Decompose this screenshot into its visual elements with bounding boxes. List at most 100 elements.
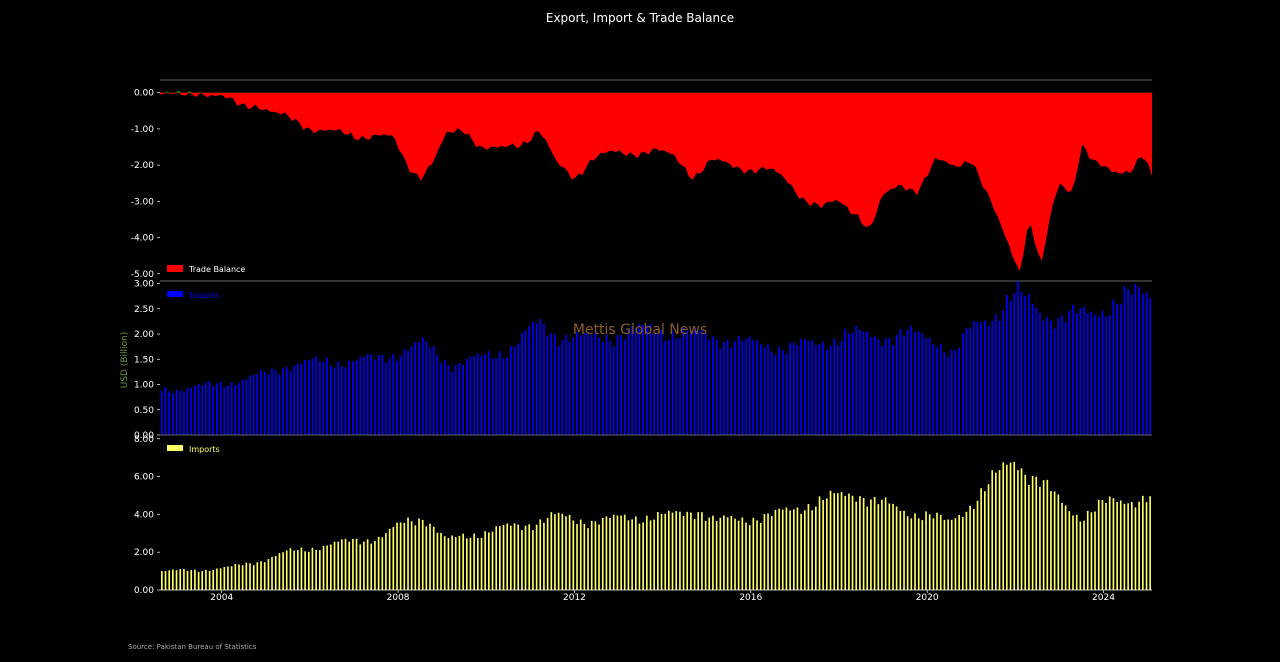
import-bar bbox=[818, 496, 821, 590]
export-bar bbox=[778, 346, 780, 435]
import-bar bbox=[682, 515, 685, 590]
export-bar bbox=[297, 363, 299, 435]
import-bar bbox=[734, 518, 736, 590]
import-bar bbox=[183, 569, 185, 590]
export-bar bbox=[737, 335, 740, 435]
import-bar bbox=[359, 544, 362, 590]
export-bar bbox=[304, 360, 306, 435]
import-bar bbox=[866, 506, 869, 590]
export-bar bbox=[370, 354, 373, 435]
export-bar bbox=[190, 387, 193, 435]
legend-swatch-trade-balance bbox=[167, 265, 183, 272]
import-bar bbox=[723, 515, 725, 590]
export-bar bbox=[664, 341, 667, 435]
import-bar bbox=[675, 511, 678, 590]
export-bar bbox=[642, 325, 644, 435]
export-bar bbox=[319, 361, 321, 435]
export-bar bbox=[1035, 308, 1038, 435]
export-bar bbox=[906, 329, 909, 435]
export-bar bbox=[245, 379, 248, 435]
export-bar bbox=[443, 359, 446, 435]
import-bar bbox=[987, 484, 990, 590]
x-tick-label: 2004 bbox=[210, 593, 233, 603]
import-bar bbox=[1097, 499, 1100, 590]
export-bar bbox=[668, 340, 670, 435]
import-bar bbox=[256, 562, 259, 590]
export-bar bbox=[469, 356, 472, 435]
export-bar bbox=[888, 338, 891, 435]
export-bar bbox=[278, 375, 281, 435]
import-bar bbox=[638, 523, 641, 590]
import-bar bbox=[550, 512, 553, 590]
chart-panels: 0.00 -1.00 -2.00 -3.00 -4.00 -5.00 Trade Balan… bbox=[131, 79, 1152, 596]
export-bar bbox=[234, 385, 237, 435]
export-bar bbox=[726, 339, 729, 435]
export-bar bbox=[576, 332, 578, 435]
import-bar bbox=[620, 515, 622, 590]
import-bar bbox=[855, 501, 858, 590]
export-bar bbox=[212, 385, 215, 435]
export-bar bbox=[168, 391, 171, 435]
export-bar bbox=[488, 351, 490, 435]
export-bar bbox=[800, 338, 802, 435]
export-bar bbox=[627, 329, 630, 435]
export-bar bbox=[289, 370, 292, 435]
export-bar bbox=[759, 344, 762, 435]
export-bar bbox=[646, 325, 648, 435]
export-bar bbox=[690, 331, 692, 435]
import-bar bbox=[598, 524, 600, 590]
import-bar bbox=[344, 538, 347, 590]
y-tick-label: -1.00 bbox=[131, 125, 155, 135]
export-bar bbox=[432, 346, 435, 435]
import-bar bbox=[745, 522, 747, 590]
import-bar bbox=[701, 512, 703, 590]
export-bar bbox=[818, 344, 821, 435]
export-bar bbox=[282, 368, 284, 435]
export-bar bbox=[414, 342, 417, 435]
export-bar bbox=[274, 370, 277, 435]
source-note: Source: Pakistan Bureau of Statistics bbox=[128, 643, 257, 651]
export-bar bbox=[458, 362, 461, 435]
import-bar bbox=[804, 510, 806, 590]
import-bar bbox=[1020, 468, 1023, 590]
export-bar bbox=[374, 359, 376, 435]
export-bar bbox=[914, 332, 916, 435]
import-bar bbox=[194, 569, 196, 590]
export-bar bbox=[308, 360, 310, 435]
import-bar bbox=[774, 509, 777, 590]
import-bar bbox=[377, 536, 380, 590]
import-bar bbox=[796, 507, 799, 590]
y-axis-label: USD (Billion) bbox=[120, 332, 130, 389]
import-bar bbox=[491, 531, 494, 590]
import-bar bbox=[1072, 515, 1074, 590]
y-tick-label: -3.00 bbox=[131, 197, 155, 207]
import-bar bbox=[719, 517, 722, 590]
y-tick-label: 3.00 bbox=[134, 280, 154, 290]
export-bar bbox=[194, 385, 196, 435]
trade-balance-negative-area bbox=[160, 92, 1152, 272]
import-bar bbox=[950, 519, 953, 590]
import-bar bbox=[664, 513, 667, 590]
import-bar bbox=[543, 522, 545, 590]
import-bar bbox=[671, 512, 674, 590]
import-bar bbox=[477, 538, 479, 590]
export-bar bbox=[741, 341, 744, 435]
import-bar bbox=[958, 515, 960, 590]
export-bar bbox=[1042, 320, 1045, 435]
export-bar bbox=[715, 339, 718, 435]
import-bar bbox=[271, 556, 273, 590]
export-bar bbox=[208, 381, 211, 435]
export-bar bbox=[466, 358, 468, 435]
export-bar bbox=[535, 323, 538, 435]
import-bar bbox=[851, 495, 854, 590]
export-bar bbox=[359, 356, 362, 435]
export-bar bbox=[932, 344, 935, 435]
import-bar bbox=[1035, 476, 1038, 590]
import-bar bbox=[1068, 511, 1071, 590]
import-bar bbox=[1105, 503, 1107, 590]
export-bar bbox=[612, 346, 615, 435]
export-bar bbox=[954, 350, 957, 435]
export-bar bbox=[271, 368, 273, 435]
export-bar bbox=[829, 346, 832, 435]
import-bar bbox=[201, 571, 204, 590]
